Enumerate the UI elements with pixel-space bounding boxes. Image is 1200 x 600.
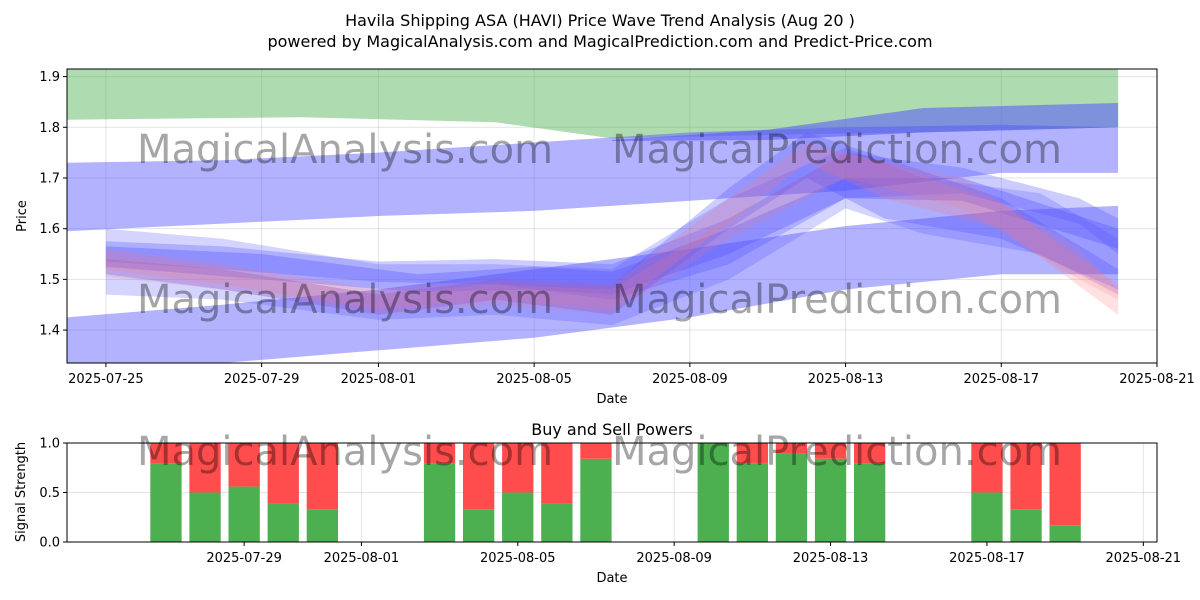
- sell-bar: [541, 443, 573, 504]
- sell-bar: [228, 443, 260, 487]
- sell-bar: [814, 443, 847, 459]
- signal-axis-ticks: 0.0 0.5 1.0 2025-07-29 2025-08-01 2025-08-05 2…: [39, 437, 1181, 567]
- band-blue-top-channel: [612, 103, 1119, 141]
- signal-x-axis-label: Date: [596, 571, 627, 586]
- buy-bar: [228, 486, 260, 542]
- price-x-tick-label: 2025-08-13: [808, 372, 884, 387]
- buy-bar: [267, 503, 299, 542]
- price-grid: [67, 69, 1158, 363]
- band-blue-wave-2: [105, 132, 1119, 315]
- signal-panel: Buy and Sell Powers MagicalAnalysis.com …: [14, 420, 1181, 586]
- band-blue-upper-channel: [67, 124, 1119, 232]
- signal-chart-title: Buy and Sell Powers: [531, 420, 693, 439]
- watermark-analysis-top: MagicalAnalysis.com: [137, 127, 553, 173]
- sell-bar: [775, 443, 808, 454]
- price-x-tick-label: 2025-08-05: [496, 372, 572, 387]
- sell-bar: [423, 443, 456, 464]
- watermark-analysis-bottom: MagicalAnalysis.com: [137, 429, 553, 475]
- buy-bar: [189, 492, 221, 542]
- buy-bar: [736, 463, 768, 542]
- price-x-axis-label: Date: [596, 392, 627, 407]
- buy-bar: [697, 443, 729, 542]
- watermark-analysis-mid: MagicalAnalysis.com: [137, 277, 553, 323]
- signal-x-tick-label: 2025-08-17: [949, 551, 1025, 566]
- sell-bar: [502, 443, 534, 493]
- sell-bar: [580, 443, 612, 459]
- price-y-tick-label: 1.5: [39, 273, 60, 288]
- price-x-tick-label: 2025-08-17: [964, 372, 1040, 387]
- sell-bar: [854, 443, 886, 464]
- price-x-tick-label: 2025-08-21: [1119, 372, 1195, 387]
- buy-bar: [502, 492, 534, 542]
- price-y-axis-label: Price: [15, 200, 30, 232]
- signal-y-tick-label: 1.0: [39, 437, 60, 452]
- price-band-layer: [67, 69, 1119, 363]
- sell-bar: [736, 443, 768, 464]
- price-x-tick-label: 2025-07-25: [68, 372, 144, 387]
- sell-bar: [306, 443, 338, 510]
- signal-x-tick-label: 2025-08-01: [324, 551, 400, 566]
- buy-bar: [541, 503, 573, 542]
- price-y-tick-label: 1.7: [39, 171, 60, 186]
- watermark-prediction-bottom: MagicalPrediction.com: [612, 429, 1062, 475]
- buy-bar: [854, 463, 886, 542]
- buy-bar: [463, 509, 495, 542]
- buy-bar: [306, 509, 338, 542]
- sell-bar: [189, 443, 221, 493]
- price-x-tick-label: 2025-07-29: [224, 372, 300, 387]
- buy-bar: [775, 453, 808, 542]
- price-x-tick-label: 2025-08-09: [652, 372, 728, 387]
- signal-y-axis-label: Signal Strength: [14, 442, 29, 542]
- buy-bar: [1010, 509, 1042, 542]
- watermark-prediction-mid: MagicalPrediction.com: [612, 277, 1062, 323]
- band-blue-lower-channel: [67, 205, 1119, 363]
- sell-bar: [1049, 443, 1081, 526]
- price-y-tick-label: 1.8: [39, 121, 60, 136]
- band-red-wave-1: [105, 142, 1119, 315]
- band-blue-wave-1: [105, 152, 1119, 300]
- price-x-tick-label: 2025-08-01: [341, 372, 417, 387]
- price-bands: [67, 69, 1119, 363]
- price-y-tick-label: 1.6: [39, 222, 60, 237]
- watermark-prediction-top: MagicalPrediction.com: [612, 127, 1062, 173]
- buy-bar: [971, 492, 1003, 542]
- buy-bar: [1049, 525, 1081, 542]
- price-axis-ticks: 1.4 1.5 1.6 1.7 1.8 1.9 2025-07-25 2025-07-29 20…: [39, 70, 1194, 387]
- price-y-tick-label: 1.9: [39, 70, 60, 85]
- buy-bar: [423, 463, 456, 542]
- chart-title: Havila Shipping ASA (HAVI) Price Wave Tr…: [345, 11, 855, 30]
- sell-bar: [463, 443, 495, 510]
- price-plot-frame: [66, 68, 1158, 364]
- sell-bar: [267, 443, 299, 504]
- price-panel: MagicalAnalysis.com MagicalPrediction.co…: [15, 68, 1195, 407]
- signal-y-tick-label: 0.0: [39, 536, 60, 551]
- signal-x-tick-label: 2025-08-05: [480, 551, 556, 566]
- buy-bar: [150, 463, 182, 542]
- signal-bars: [150, 443, 1081, 542]
- chart-subtitle: powered by MagicalAnalysis.com and Magic…: [267, 32, 932, 51]
- signal-x-tick-label: 2025-08-21: [1106, 551, 1182, 566]
- signal-x-tick-label: 2025-07-29: [206, 551, 282, 566]
- price-y-tick-label: 1.4: [39, 324, 60, 339]
- sell-bar: [971, 443, 1003, 493]
- signal-x-tick-label: 2025-08-13: [793, 551, 869, 566]
- band-blue-wave-3: [105, 147, 1119, 325]
- signal-x-tick-label: 2025-08-09: [636, 551, 712, 566]
- buy-bar: [814, 458, 847, 542]
- signal-y-tick-label: 0.5: [39, 486, 60, 501]
- sell-bar: [150, 443, 182, 464]
- buy-bar: [580, 458, 612, 542]
- sell-bar: [1010, 443, 1042, 510]
